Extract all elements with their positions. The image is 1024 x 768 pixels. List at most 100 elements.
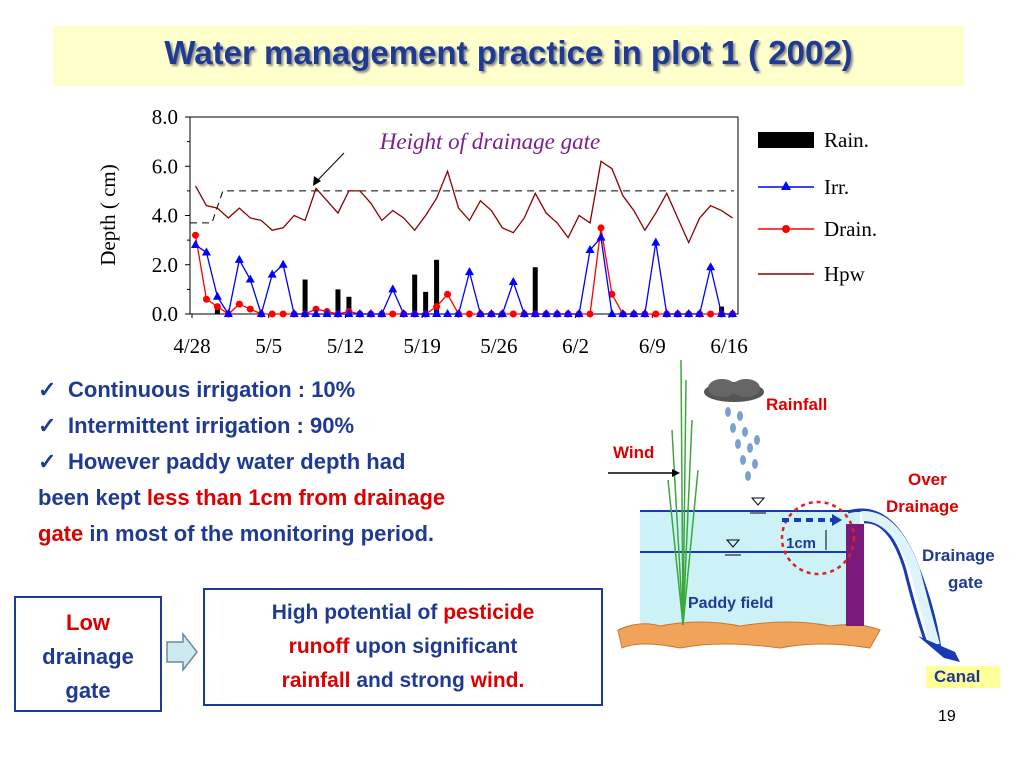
bullet-2: ✓ Intermittent irrigation : 90% (38, 408, 598, 444)
irr-point (344, 309, 354, 317)
drainage-gate-label-1: Drainage (922, 546, 995, 565)
legend-drain-label: Drain. (824, 217, 877, 241)
irr-point (300, 309, 310, 317)
annotation-leader (315, 152, 345, 183)
bullet-list: ✓ Continuous irrigation : 10% ✓ Intermitte… (38, 372, 598, 552)
paddy-field-label: Paddy field (688, 595, 774, 612)
x-tick-label: 5/5 (255, 334, 282, 358)
high-potential-box: High potential of pesticide runoff upon … (203, 588, 603, 706)
irr-point (443, 309, 453, 317)
irr-point (530, 309, 540, 317)
irr-point (574, 309, 584, 317)
irr-point (607, 309, 617, 317)
bullet-1: ✓ Continuous irrigation : 10% (38, 372, 598, 408)
legend: Rain. Irr. Drain. Hpw (758, 128, 877, 286)
x-tick-label: 5/26 (480, 334, 517, 358)
irr-point (717, 309, 727, 317)
irr-point (212, 291, 222, 300)
irr-point (190, 240, 200, 249)
y-tick-label: 4.0 (152, 204, 178, 228)
rice-plant-icon (667, 359, 699, 626)
irr-point (388, 284, 398, 293)
y-axis-label: Depth ( cm) (96, 164, 120, 265)
irr-point (684, 309, 694, 317)
overflow-water (861, 511, 940, 647)
check-icon: ✓ (38, 449, 57, 474)
drain-point (465, 310, 473, 318)
rain-bar (346, 296, 352, 314)
irr-point (223, 309, 233, 317)
irr-point (728, 309, 738, 317)
drain-point (608, 290, 616, 298)
y-tick-label: 0.0 (152, 302, 178, 326)
rain-bar (434, 259, 440, 314)
water-mark-2 (725, 539, 741, 548)
drain-point (389, 310, 397, 318)
irr-point (366, 309, 376, 317)
irr-point (552, 309, 562, 317)
drain-point (586, 310, 594, 318)
page-number: 19 (938, 708, 956, 725)
irr-point (289, 309, 299, 317)
paddy-diagram (608, 359, 1000, 688)
x-tick-label: 5/12 (327, 334, 364, 358)
irr-point (618, 309, 628, 317)
bullet-3-line-2: been kept less than 1cm from drainage (38, 485, 446, 510)
drain-point (268, 310, 276, 318)
drain-point (246, 305, 254, 313)
rain-bar (532, 267, 538, 314)
bullet-3-line-3: gate in most of the monitoring period. (38, 521, 435, 546)
one-cm-label: 1cm (786, 535, 817, 552)
irr-point (475, 309, 485, 317)
annotation-arrowhead (313, 176, 321, 186)
gate-annotation: Height of drainage gate (379, 129, 600, 154)
flow-arrowhead (832, 514, 842, 526)
irr-point (662, 309, 672, 317)
bullet-3: ✓ However paddy water depth had (38, 444, 598, 480)
irr-point (563, 309, 573, 317)
irr-line (195, 236, 733, 317)
rain-bar (412, 274, 418, 314)
chart-root: 0.0 2.0 4.0 6.0 8.0 Depth ( cm) 4/28 5/5 5/12 5/1… (96, 105, 748, 358)
irr-point (651, 237, 661, 246)
irr-point (508, 276, 518, 285)
highlight-circle (780, 500, 856, 576)
drain-point (213, 303, 221, 311)
y-tick-label: 6.0 (152, 154, 178, 178)
canal-arrow (918, 636, 960, 662)
drainage-gate-label-2: gate (948, 573, 983, 592)
legend-rain-swatch (758, 132, 814, 148)
over-drainage-label-2: Drainage (886, 497, 959, 516)
irr-point (486, 309, 496, 317)
irr-point (673, 309, 683, 317)
drain-point (707, 310, 715, 318)
irr-point (695, 309, 705, 317)
rain-drops (725, 407, 760, 481)
rain-bar (302, 279, 308, 314)
gate-height-line (190, 190, 734, 224)
drain-point (509, 310, 517, 318)
irr-point (278, 259, 288, 268)
irr-point (497, 309, 507, 317)
check-icon: ✓ (38, 377, 57, 402)
water-mark-1 (750, 497, 766, 506)
drainage-gate (846, 524, 864, 626)
irr-point (464, 267, 474, 276)
x-tick-label: 6/9 (639, 334, 666, 358)
irr-point (706, 262, 716, 271)
irr-point (399, 309, 409, 317)
irr-point (234, 254, 244, 263)
canal-label-bg (926, 666, 1000, 688)
irr-point (311, 309, 321, 317)
irr-point (432, 309, 442, 317)
rain-bar (335, 289, 341, 314)
irr-point (421, 309, 431, 317)
soil (617, 621, 881, 649)
title-banner: Water management practice in plot 1 ( 20… (53, 26, 964, 86)
irr-point (377, 309, 387, 317)
legend-irr-marker (781, 181, 791, 190)
wind-label: Wind (613, 443, 655, 462)
right-arrow-icon (166, 632, 198, 672)
hpw-line (194, 160, 733, 245)
